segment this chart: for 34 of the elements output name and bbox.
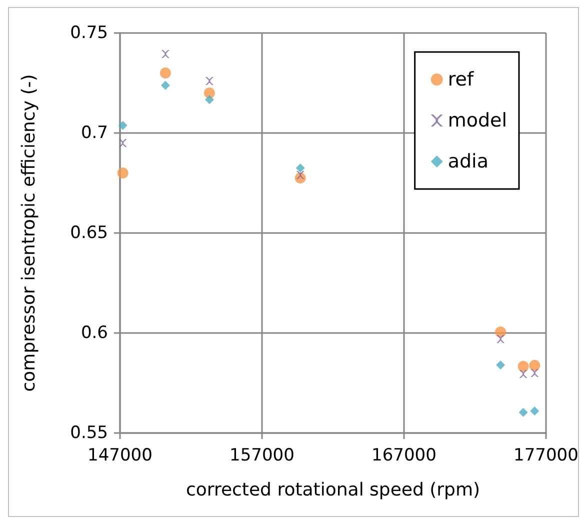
point bbox=[118, 120, 128, 130]
point bbox=[117, 168, 128, 178]
y-tick-label: 0.6 bbox=[80, 323, 108, 343]
point bbox=[496, 360, 506, 370]
y-tick-label: 0.75 bbox=[70, 23, 108, 43]
point bbox=[204, 88, 215, 98]
x-tick-label: 167000 bbox=[372, 446, 436, 466]
y-tick-label: 0.65 bbox=[70, 223, 108, 243]
x-tick-label: 147000 bbox=[88, 446, 152, 466]
point bbox=[519, 370, 528, 378]
y-tick-label: 0.55 bbox=[70, 423, 108, 443]
point bbox=[160, 80, 170, 90]
point bbox=[161, 50, 170, 58]
y-axis-title: compressor isentropic efficiency (-) bbox=[18, 74, 40, 392]
point bbox=[518, 408, 528, 417]
point bbox=[495, 326, 506, 338]
legend-label: ref bbox=[448, 68, 475, 90]
y-tick-label: 0.7 bbox=[80, 123, 108, 143]
point bbox=[204, 95, 214, 104]
point bbox=[118, 139, 127, 147]
x-tick-label: 177000 bbox=[514, 446, 578, 466]
point bbox=[296, 164, 305, 172]
point bbox=[160, 68, 171, 78]
point bbox=[518, 360, 529, 372]
x-tick-label: 157000 bbox=[230, 446, 294, 466]
x-axis-title: corrected rotational speed (rpm) bbox=[186, 480, 480, 500]
point bbox=[530, 369, 539, 377]
point bbox=[496, 335, 505, 343]
point bbox=[530, 406, 540, 416]
legend-label: adia bbox=[448, 150, 488, 172]
point bbox=[529, 360, 540, 371]
point bbox=[205, 77, 214, 85]
point bbox=[296, 171, 304, 179]
legend-label: model bbox=[448, 110, 508, 132]
